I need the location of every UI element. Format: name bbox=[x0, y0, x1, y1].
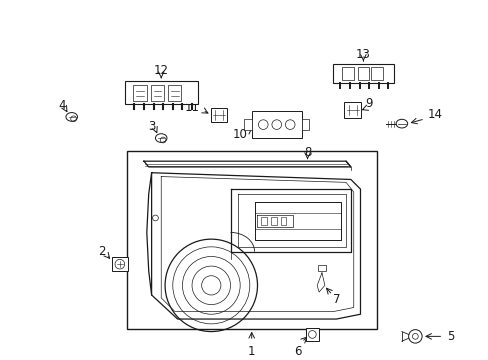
Bar bbox=[370, 67, 382, 80]
Bar bbox=[124, 81, 198, 104]
Bar bbox=[112, 257, 127, 271]
Bar bbox=[261, 217, 266, 225]
Ellipse shape bbox=[155, 134, 167, 143]
Bar bbox=[357, 67, 368, 80]
Text: 6: 6 bbox=[294, 345, 301, 358]
Bar bbox=[211, 108, 226, 122]
Bar bbox=[342, 67, 353, 80]
Bar bbox=[251, 111, 301, 138]
Bar bbox=[301, 119, 309, 130]
Text: 1: 1 bbox=[247, 345, 255, 358]
Text: 8: 8 bbox=[303, 146, 310, 159]
Bar bbox=[332, 64, 393, 83]
Text: 10: 10 bbox=[232, 128, 247, 141]
Text: 13: 13 bbox=[355, 48, 370, 61]
Bar bbox=[280, 217, 286, 225]
Text: 5: 5 bbox=[446, 330, 453, 343]
Bar bbox=[270, 217, 276, 225]
Bar bbox=[126, 150, 376, 329]
Bar bbox=[168, 85, 181, 100]
Bar bbox=[244, 119, 251, 130]
Text: 4: 4 bbox=[58, 99, 66, 112]
Bar bbox=[150, 85, 164, 100]
Bar bbox=[133, 85, 146, 100]
Text: 9: 9 bbox=[365, 97, 372, 110]
Text: 11: 11 bbox=[184, 101, 199, 114]
Text: 7: 7 bbox=[332, 293, 340, 306]
Polygon shape bbox=[317, 273, 324, 292]
Text: 12: 12 bbox=[153, 64, 168, 77]
Bar bbox=[305, 328, 319, 341]
Ellipse shape bbox=[66, 113, 77, 121]
Bar bbox=[344, 103, 361, 118]
Bar bbox=[318, 265, 325, 271]
Ellipse shape bbox=[395, 119, 407, 128]
Text: 3: 3 bbox=[148, 120, 155, 133]
Text: 14: 14 bbox=[427, 108, 442, 121]
Text: 2: 2 bbox=[98, 245, 105, 258]
